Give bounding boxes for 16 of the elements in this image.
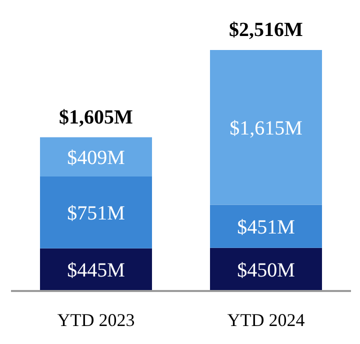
data-label: $450M <box>237 259 296 282</box>
data-label: $751M <box>67 202 126 224</box>
bar <box>210 50 322 205</box>
bar <box>210 248 322 291</box>
data-label: $1,615M <box>230 117 303 140</box>
data-label: $409M <box>67 146 126 169</box>
data-label: $445M <box>67 260 126 282</box>
bar <box>40 248 152 291</box>
total-label: $2,516M <box>229 19 304 41</box>
bar <box>40 176 152 248</box>
x-tick-label: YTD 2024 <box>227 310 305 330</box>
data-label: $451M <box>237 216 296 238</box>
total-label: $1,605M <box>59 106 134 128</box>
bar <box>210 204 322 248</box>
bar <box>40 137 152 176</box>
x-tick-label: YTD 2023 <box>57 310 135 330</box>
